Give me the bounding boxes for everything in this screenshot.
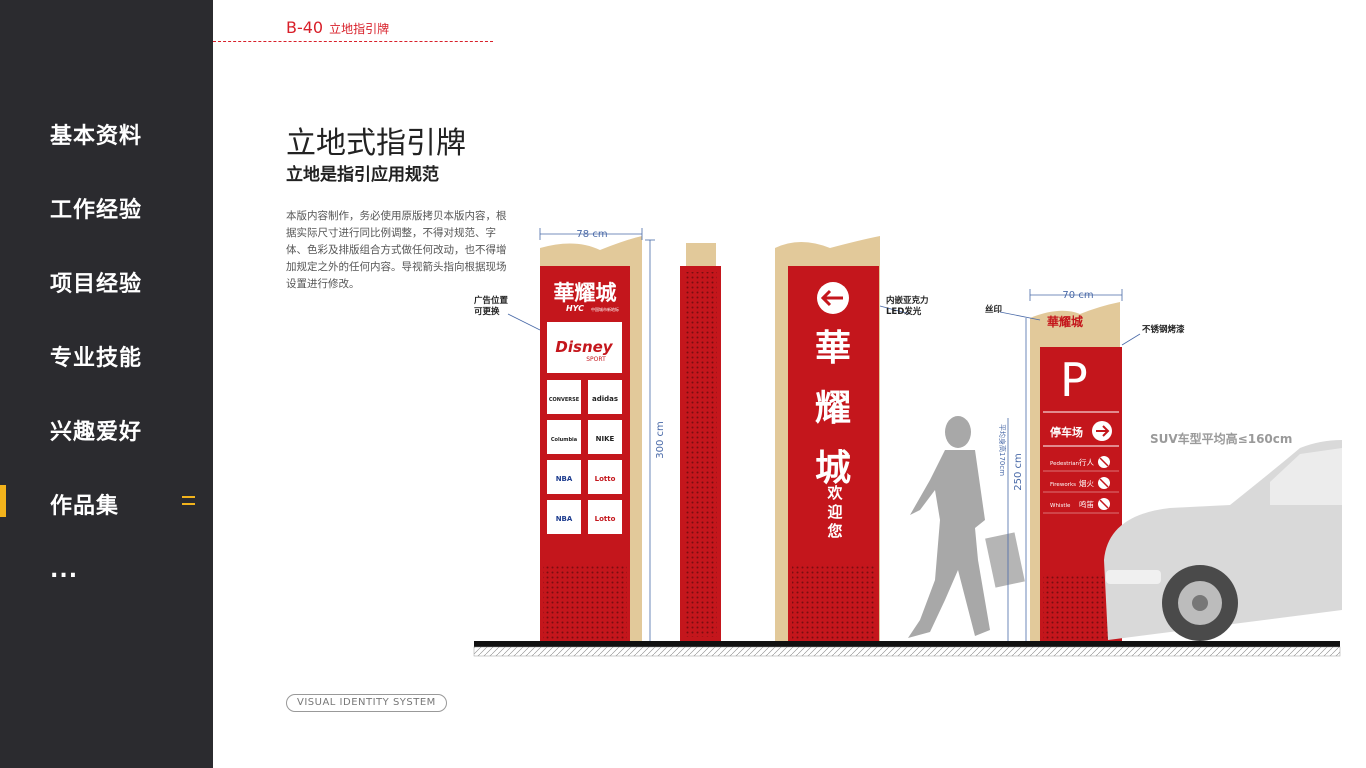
description: 本版内容制作，务必使用原版拷贝本版内容，根据实际尺寸进行同比例调整，不得对规范、… — [286, 210, 507, 290]
disney-sub: SPORT — [586, 356, 606, 363]
brand-sub: HYC — [566, 304, 584, 313]
page-code: B-40 立地指引牌 — [286, 18, 389, 37]
logo-tile — [588, 460, 622, 494]
parking-row-cn: 鸣笛 — [1079, 499, 1095, 509]
logo-tile — [547, 500, 581, 534]
logo-text: adidas — [592, 395, 618, 403]
dim-height-2: 250 cm — [1013, 453, 1024, 491]
label-silk: 丝印 — [985, 304, 1002, 315]
parking-rows: Pedestrian 行人 Fireworks 烟火 Whistle 鸣笛 — [1043, 456, 1119, 514]
sidebar-item-skills[interactable]: 专业技能 — [50, 346, 143, 371]
ground-line — [474, 641, 1340, 647]
label-steel: 不锈钢烤漆 — [1142, 324, 1185, 335]
brand-name: 華耀城 — [554, 281, 617, 305]
logo-text: Columbia — [551, 437, 577, 443]
welcome-char-3: 您 — [826, 522, 842, 540]
logo-tile — [588, 380, 622, 414]
page-number: B-40 — [286, 18, 324, 37]
parking-label: 停车场 — [1050, 425, 1083, 439]
prohibition-slash — [1099, 499, 1109, 509]
sidebar-item-hobbies[interactable]: 兴趣爱好 — [50, 420, 143, 445]
sidebar-item-more[interactable]: ... — [50, 558, 79, 583]
welcome-char-1: 欢 — [826, 484, 843, 502]
brand-sub2: 中国城市新地标 — [591, 306, 619, 312]
label-led-2: LED发光 — [886, 306, 922, 317]
logo-tile — [547, 380, 581, 414]
active-indicator — [0, 485, 6, 517]
suv-note: SUV车型平均高≤160cm — [1150, 431, 1292, 446]
sign-column — [680, 243, 721, 641]
sidebar-item-portfolio[interactable]: 作品集 — [50, 494, 120, 519]
dimension-lines — [507, 228, 1141, 641]
logo-text: NBA — [556, 475, 573, 483]
sidebar-item-project-experience[interactable]: 项目经验 — [50, 272, 143, 297]
sidebar-item-work-experience[interactable]: 工作经验 — [50, 198, 143, 223]
disney-logo: Disney — [555, 338, 613, 356]
logo-text: NBA — [556, 515, 573, 523]
welcome-brand-2: 耀 — [815, 388, 851, 429]
logo-text: Lotto — [595, 515, 616, 523]
page-label: 立地指引牌 — [329, 22, 390, 36]
page-title: 立地式指引牌 — [286, 126, 466, 161]
logo-text: CONVERSE — [549, 397, 580, 403]
logo-text: NIKE — [596, 435, 615, 443]
sidebar: 基本资料 工作经验 项目经验 专业技能 兴趣爱好 作品集 ... — [0, 0, 213, 768]
sign-directory: 華耀城 HYC 中国城市新地标 Disney SPORT CONVERSE adi… — [540, 236, 642, 641]
footer-badge: VISUAL IDENTITY SYSTEM — [286, 694, 447, 712]
dim-height-1: 300 cm — [655, 421, 666, 459]
label-ad-2: 可更换 — [474, 306, 500, 317]
prohibition-slash — [1099, 457, 1109, 467]
sidebar-item-basic-info[interactable]: 基本资料 — [50, 124, 143, 149]
logo-grid: CONVERSE adidas Columbia NIKE NBA Lotto NBA Lot… — [547, 380, 622, 534]
car-silhouette — [1104, 440, 1342, 641]
person-height-label: 平均身高170cm — [998, 424, 1007, 476]
logo-tile — [588, 500, 622, 534]
ground-hatch — [473, 646, 1341, 657]
menu-lines-icon — [182, 496, 195, 510]
dim-width-1: 78 cm — [576, 229, 607, 240]
header-divider — [213, 41, 493, 42]
page-subtitle: 立地是指引应用规范 — [286, 165, 439, 185]
person-silhouette — [908, 416, 1025, 638]
label-ad: 广告位置 — [474, 295, 509, 306]
sign-welcome: 華 耀 城 欢 迎 您 — [775, 236, 880, 641]
logo-tile — [588, 420, 622, 454]
parking-row-en: Whistle — [1050, 503, 1071, 509]
parking-row-en: Fireworks — [1050, 482, 1076, 488]
parking-row-cn: 行人 — [1079, 457, 1095, 467]
welcome-char-2: 迎 — [827, 503, 842, 521]
logo-tile — [547, 420, 581, 454]
logo-text: Lotto — [595, 475, 616, 483]
prohibition-slash — [1099, 478, 1109, 488]
parking-row-en: Pedestrian — [1050, 461, 1080, 467]
welcome-brand-1: 華 — [815, 328, 851, 369]
dim-width-2: 70 cm — [1062, 290, 1093, 301]
logo-tile — [547, 460, 581, 494]
welcome-brand-3: 城 — [815, 448, 851, 489]
parking-row-cn: 烟火 — [1079, 479, 1095, 488]
parking-brand: 華耀城 — [1047, 314, 1083, 329]
parking-letter: P — [1060, 353, 1088, 407]
label-led: 内嵌亚克力 — [886, 295, 929, 306]
